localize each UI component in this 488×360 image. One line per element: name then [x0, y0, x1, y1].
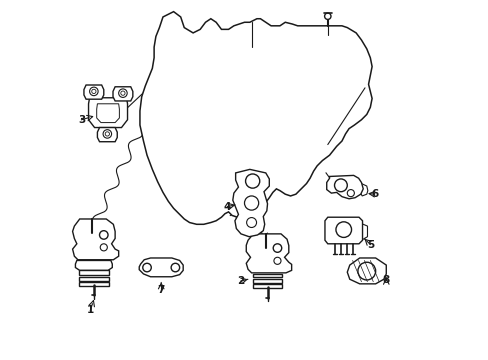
Polygon shape [140, 12, 371, 224]
Circle shape [121, 91, 125, 95]
Polygon shape [232, 169, 269, 237]
Polygon shape [346, 258, 386, 284]
Circle shape [105, 132, 109, 136]
Circle shape [89, 87, 98, 96]
Circle shape [334, 179, 346, 192]
Text: 1: 1 [86, 305, 94, 315]
Polygon shape [358, 222, 367, 239]
Polygon shape [139, 258, 183, 277]
Text: 4: 4 [224, 202, 231, 212]
Text: 8: 8 [382, 275, 389, 285]
Polygon shape [72, 219, 119, 260]
Circle shape [324, 13, 330, 19]
Polygon shape [353, 180, 367, 196]
Polygon shape [97, 104, 119, 123]
Polygon shape [84, 85, 103, 99]
Circle shape [171, 263, 179, 272]
Text: 7: 7 [157, 285, 164, 295]
Polygon shape [253, 279, 281, 283]
Circle shape [119, 89, 127, 98]
Polygon shape [326, 175, 363, 199]
Circle shape [100, 231, 108, 239]
Text: 6: 6 [370, 189, 377, 199]
Circle shape [142, 263, 151, 272]
Circle shape [335, 222, 351, 238]
Circle shape [273, 244, 281, 252]
Polygon shape [97, 127, 117, 142]
Polygon shape [79, 270, 108, 275]
Polygon shape [88, 98, 127, 127]
Polygon shape [79, 282, 108, 285]
Circle shape [246, 217, 256, 228]
Circle shape [92, 89, 96, 94]
Text: 2: 2 [237, 276, 244, 286]
Circle shape [245, 174, 259, 188]
Polygon shape [253, 284, 281, 288]
Circle shape [357, 262, 375, 280]
Circle shape [100, 244, 107, 251]
Circle shape [103, 130, 111, 138]
Circle shape [273, 257, 281, 264]
Polygon shape [79, 277, 108, 281]
Circle shape [346, 190, 354, 197]
Polygon shape [246, 234, 291, 273]
Text: 3: 3 [78, 115, 85, 125]
Polygon shape [325, 217, 362, 244]
Text: 5: 5 [366, 239, 373, 249]
Circle shape [244, 196, 258, 210]
Polygon shape [75, 260, 112, 270]
Polygon shape [253, 274, 281, 278]
Polygon shape [113, 87, 133, 101]
